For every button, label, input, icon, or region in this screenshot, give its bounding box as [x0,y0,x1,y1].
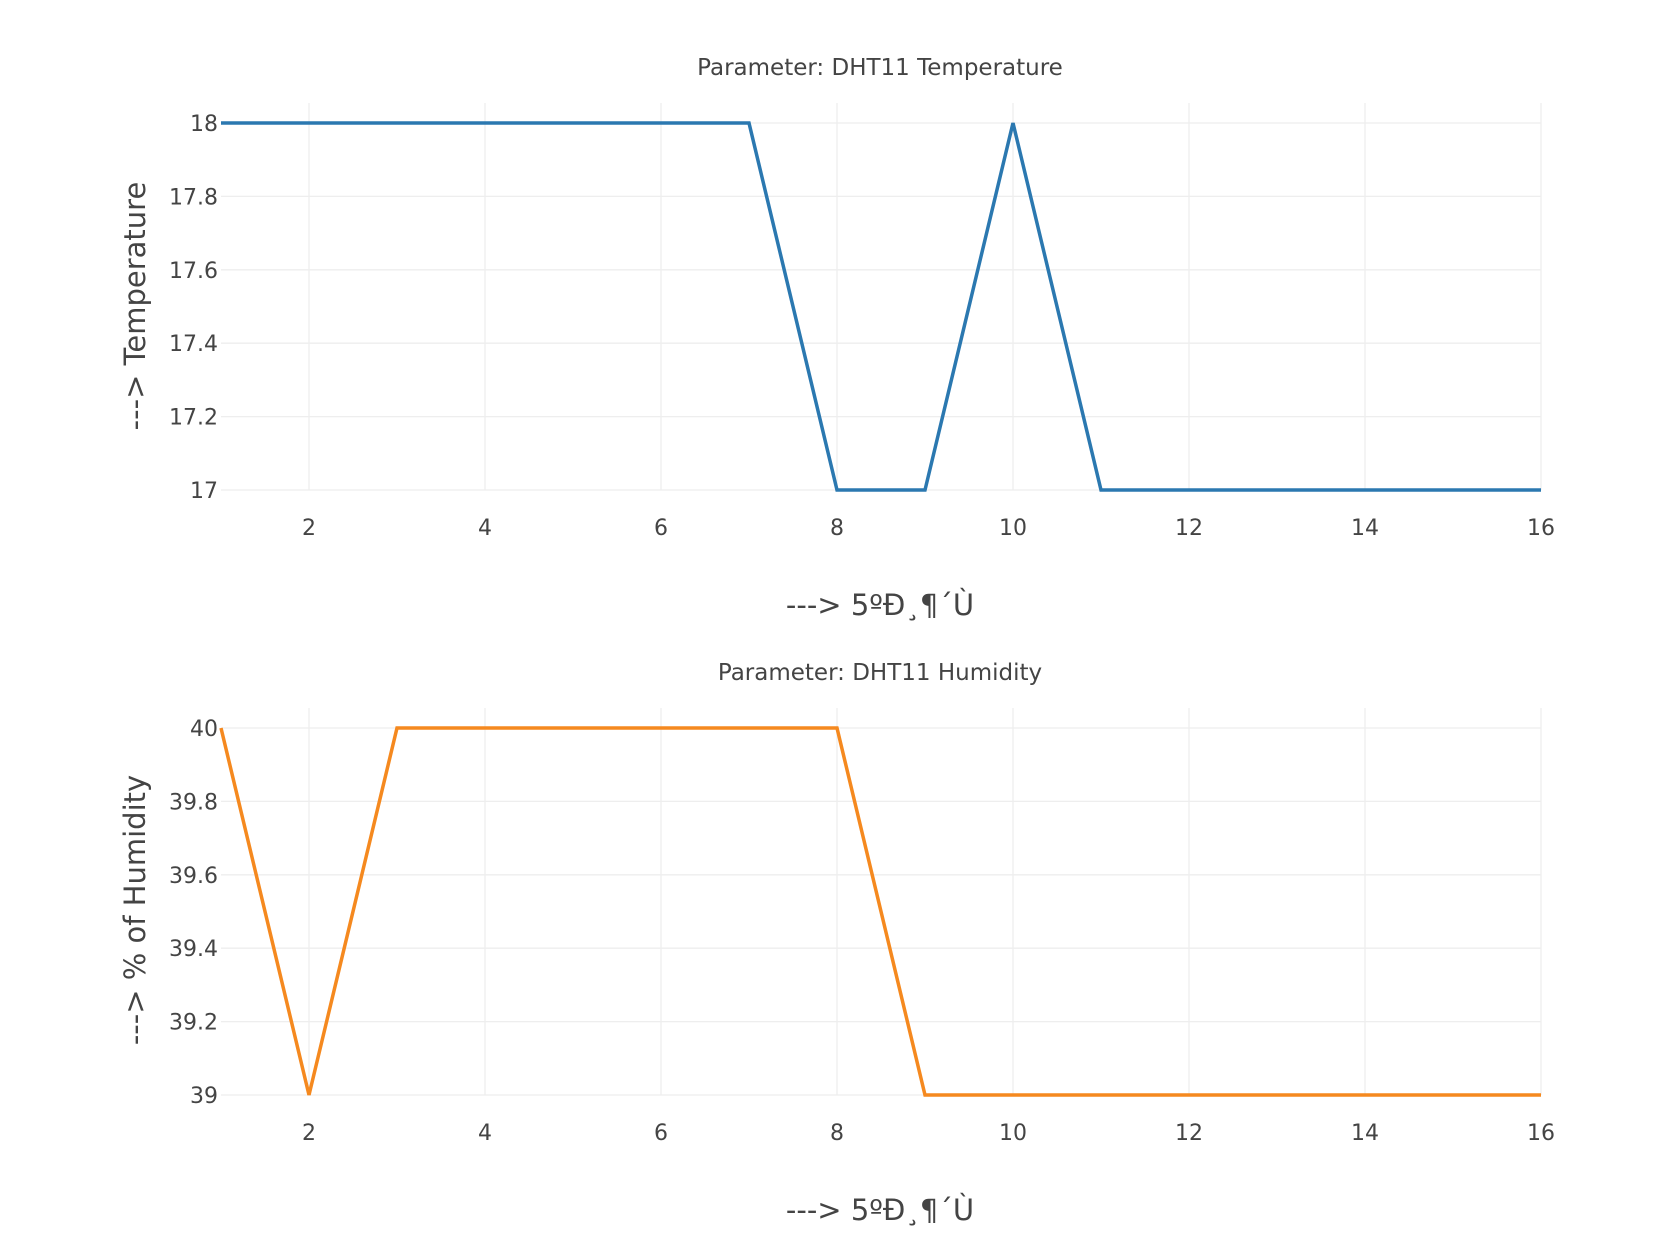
temperature-y-tick-label: 18 [190,112,218,137]
humidity-chart-title: Parameter: DHT11 Humidity [718,660,1042,686]
humidity-x-tick-label: 10 [999,1121,1027,1146]
temperature-y-tick-label: 17.4 [169,332,218,357]
humidity-x-ticks: 2 4 6 8 10 12 14 16 [302,1121,1555,1146]
humidity-y-tick-label: 39.4 [169,937,218,962]
temperature-x-ticks: 2 4 6 8 10 12 14 16 [302,516,1555,541]
temperature-x-tick-label: 2 [302,516,316,541]
humidity-y-tick-label: 39.6 [169,864,218,889]
humidity-y-tick-label: 39.8 [169,790,218,815]
temperature-series-line [221,121,1541,492]
temperature-y-tick-label: 17 [190,479,218,504]
temperature-x-axis-title: ---> 5ºÐ¸¶´Ù [786,588,974,622]
humidity-x-tick-label: 8 [830,1121,844,1146]
humidity-series-group [219,726,1541,1097]
temperature-x-tick-label: 6 [654,516,668,541]
temperature-chart: Parameter: DHT11 Temperature 2 4 6 8 10 12 14 1… [118,55,1555,622]
temperature-y-ticks: 17 17.2 17.4 17.6 17.8 18 [169,112,218,504]
temperature-x-tick-label: 12 [1175,516,1203,541]
temperature-y-tick-label: 17.8 [169,185,218,210]
temperature-series-group [221,121,1541,492]
humidity-y-axis-title: ---> % of Humidity [118,775,152,1045]
humidity-x-tick-label: 2 [302,1121,316,1146]
temperature-x-tick-label: 10 [999,516,1027,541]
humidity-x-tick-label: 12 [1175,1121,1203,1146]
temperature-y-tick-label: 17.2 [169,406,218,431]
humidity-series-line [219,726,1541,1097]
temperature-y-tick-label: 17.6 [169,259,218,284]
temperature-x-tick-label: 14 [1351,516,1379,541]
humidity-y-tick-label: 39.2 [169,1011,218,1036]
temperature-y-axis-title: ---> Temperature [118,182,152,431]
humidity-x-tick-label: 14 [1351,1121,1379,1146]
temperature-x-tick-label: 16 [1527,516,1555,541]
humidity-grid [221,708,1542,1096]
humidity-chart: Parameter: DHT11 Humidity 2 4 6 8 10 12 14 16 3… [118,660,1555,1227]
humidity-y-tick-label: 39 [190,1084,218,1109]
humidity-x-axis-title: ---> 5ºÐ¸¶´Ù [786,1193,974,1227]
temperature-chart-title: Parameter: DHT11 Temperature [697,55,1063,81]
humidity-y-tick-label: 40 [190,717,218,742]
humidity-y-ticks: 39 39.2 39.4 39.6 39.8 40 [169,717,218,1109]
temperature-grid [221,103,1542,491]
temperature-x-tick-label: 4 [478,516,492,541]
temperature-x-tick-label: 8 [830,516,844,541]
humidity-x-tick-label: 16 [1527,1121,1555,1146]
humidity-x-tick-label: 4 [478,1121,492,1146]
humidity-x-tick-label: 6 [654,1121,668,1146]
